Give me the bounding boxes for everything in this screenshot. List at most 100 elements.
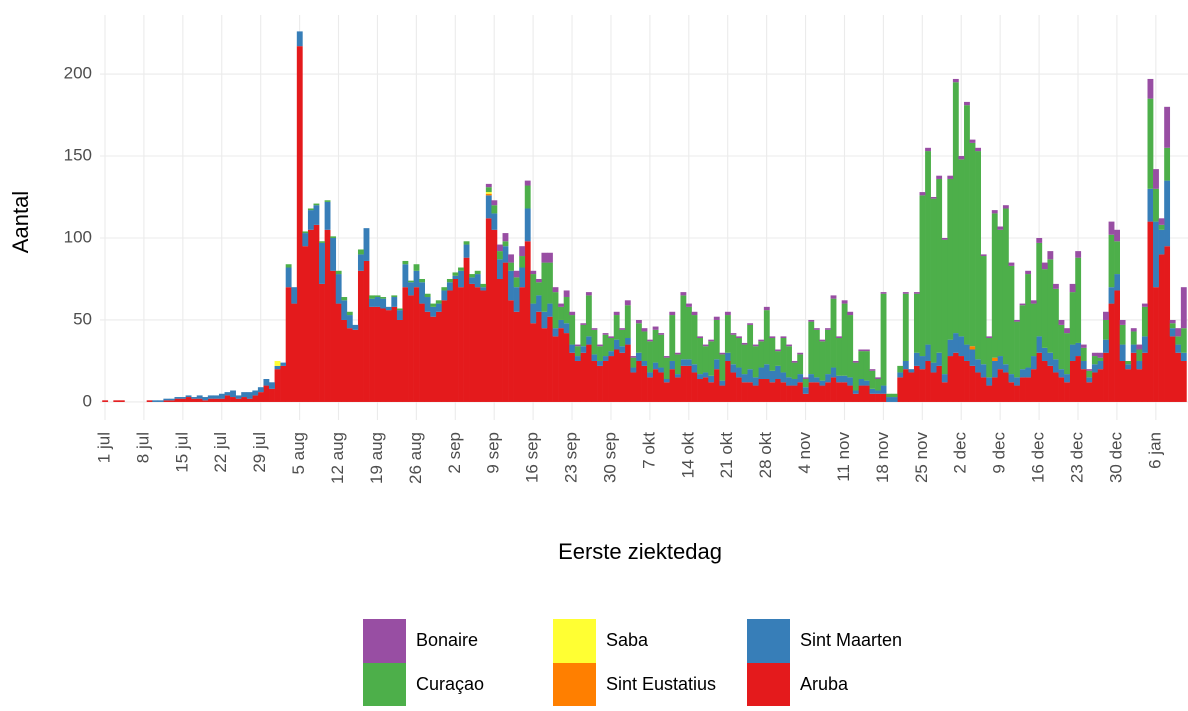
bar-segment	[730, 364, 737, 373]
bar-segment	[902, 293, 909, 361]
bar-segment	[591, 329, 598, 355]
bar-segment	[213, 395, 220, 399]
bar-segment	[913, 365, 920, 402]
bar-segment	[674, 374, 681, 378]
bar-segment	[747, 369, 754, 383]
bar-segment	[1180, 352, 1187, 361]
bar-segment	[324, 201, 331, 230]
bar-segment	[402, 264, 409, 288]
bar-segment	[663, 379, 670, 383]
bar-segment	[496, 278, 503, 402]
bar-segment	[1080, 344, 1087, 348]
bar-segment	[780, 382, 787, 402]
bar-segment	[741, 382, 748, 402]
bar-segment	[296, 46, 303, 402]
bar-segment	[168, 398, 175, 401]
bar-segment	[686, 306, 692, 360]
x-tick-label: 28 okt	[756, 432, 775, 479]
legend-swatch	[747, 619, 790, 663]
bar-segment	[330, 236, 337, 238]
legend-label: Bonaire	[416, 630, 478, 650]
bar-segment	[163, 398, 170, 401]
bar-segment	[1036, 237, 1043, 243]
bar-segment	[913, 293, 920, 353]
bar-segment	[302, 246, 309, 402]
bar-segment	[1025, 377, 1032, 402]
bar-segment	[730, 333, 737, 335]
bar-segment	[569, 311, 576, 316]
bar-segment	[680, 365, 687, 402]
bar-segment	[980, 254, 987, 257]
bar-segment	[380, 298, 387, 309]
bar-segment	[886, 393, 893, 398]
bar-segment	[502, 241, 509, 247]
bar-segment	[513, 277, 520, 288]
bar-segment	[180, 398, 186, 402]
bar-segment	[1041, 347, 1048, 361]
bar-segment	[875, 393, 881, 402]
bar-segment	[324, 229, 331, 402]
bar-segment	[1141, 352, 1148, 402]
bar-segment	[1052, 283, 1059, 289]
bar-segment	[691, 372, 698, 402]
bar-segment	[813, 329, 820, 378]
bar-segment	[296, 31, 303, 47]
bar-segment	[346, 315, 353, 329]
bar-segment	[997, 226, 1004, 230]
bar-segment	[919, 369, 926, 402]
bar-segment	[435, 311, 442, 402]
x-tick-label: 16 dec	[1029, 432, 1048, 484]
bar-segment	[697, 379, 703, 402]
bar-segment	[307, 208, 314, 211]
bar-segment	[702, 346, 709, 373]
bar-segment	[274, 360, 281, 366]
bar-segment	[1175, 344, 1182, 353]
bar-segment	[363, 260, 370, 402]
bar-segment	[608, 351, 615, 357]
bar-segment	[569, 315, 576, 345]
bar-segment	[113, 400, 120, 402]
bar-segment	[925, 151, 931, 345]
bar-segment	[719, 385, 726, 402]
bar-segment	[563, 323, 570, 334]
bar-segment	[1058, 324, 1065, 370]
bar-segment	[391, 297, 398, 307]
bar-segment	[786, 385, 792, 402]
bar-segment	[975, 151, 981, 360]
bar-segment	[191, 398, 198, 402]
bar-segment	[808, 382, 815, 402]
bar-segment	[819, 380, 826, 386]
bar-segment	[763, 364, 770, 380]
bar-segment	[530, 270, 537, 275]
bar-segment	[1153, 169, 1159, 189]
bar-segment	[719, 380, 726, 386]
bar-segment	[196, 398, 203, 402]
bar-segment	[1008, 262, 1015, 266]
x-tick-label: 21 okt	[717, 432, 736, 479]
bar-segment	[658, 367, 665, 373]
x-tick-label: 11 nov	[834, 432, 853, 482]
bar-segment	[875, 377, 881, 380]
bar-segment	[663, 356, 670, 358]
bar-segment	[597, 365, 603, 402]
bar-segment	[146, 400, 153, 402]
bar-segment	[641, 360, 648, 366]
bar-segment	[691, 364, 698, 373]
bar-segment	[747, 323, 754, 325]
bar-segment	[1064, 333, 1070, 375]
bar-segment	[591, 328, 598, 330]
bar-segment	[1097, 357, 1104, 361]
bar-segment	[524, 208, 531, 242]
bar-segment	[902, 369, 909, 402]
bar-segment	[952, 352, 959, 402]
bar-segment	[602, 334, 609, 357]
bar-segment	[1108, 303, 1115, 402]
bar-segment	[341, 297, 348, 301]
bar-segment	[1025, 274, 1032, 368]
bar-segment	[630, 357, 637, 368]
legend-label: Sint Maarten	[800, 630, 902, 650]
bar-segment	[952, 82, 959, 334]
bar-segment	[602, 356, 609, 361]
bar-segment	[691, 311, 698, 316]
bar-segment	[836, 336, 842, 339]
